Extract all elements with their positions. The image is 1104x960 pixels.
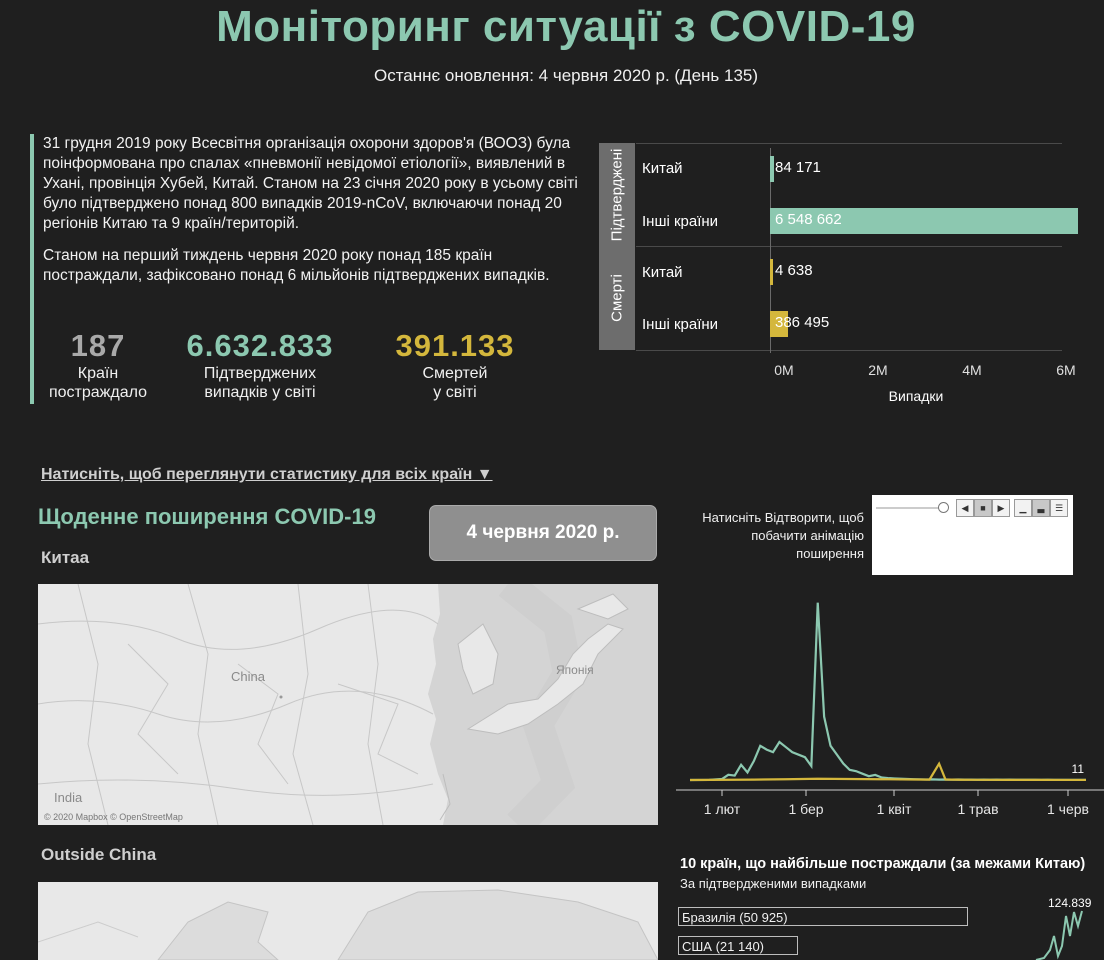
bar-value-label: 4 638 xyxy=(775,262,813,279)
stat-confirmed-label-1: Підтверджених xyxy=(203,365,317,382)
map-attribution: © 2020 Mapbox © OpenStreetMap xyxy=(44,812,183,822)
row-label: Китай xyxy=(642,160,683,177)
world-map-graphic xyxy=(38,882,658,960)
top10-bar[interactable]: США (21 140) xyxy=(678,936,799,955)
x-tick-label: 1 бер xyxy=(788,801,823,817)
x-tick-label: 2M xyxy=(868,362,888,378)
stat-deaths-label-1: Смертей xyxy=(422,365,488,382)
intro-paragraph-2: Станом на перший тиждень червня 2020 рок… xyxy=(43,247,550,284)
top10-subtitle: За підтвердженими випадками xyxy=(680,876,867,891)
group-deaths: Смерті xyxy=(599,246,635,350)
x-tick-label: 1 черв xyxy=(1047,801,1089,817)
intro-text: 31 грудня 2019 року Всесвітня організаці… xyxy=(30,134,583,404)
bar[interactable] xyxy=(770,156,774,182)
row-label: Китай xyxy=(642,264,683,281)
play-icon[interactable]: ▶ xyxy=(992,499,1010,517)
map-label-india: India xyxy=(54,790,83,805)
stats-block: 187 Країн постраждало 6.632.833 Підтверд… xyxy=(30,328,550,408)
sparkline-path xyxy=(1035,910,1083,960)
daily-cases-line-chart: 1 лют 1 бер 1 квіт 1 трав 1 черв 11 xyxy=(676,602,1104,817)
china-section-label: Китаа xyxy=(41,548,90,567)
zero-axis-line xyxy=(770,148,771,353)
bar-value-label: 84 171 xyxy=(775,159,821,176)
last-update-subtitle: Останнє оновлення: 4 червня 2020 р. (Ден… xyxy=(373,66,759,85)
row-separator xyxy=(636,246,1062,247)
top10-sparkline xyxy=(1035,910,1083,960)
timeline-slider[interactable] xyxy=(876,507,946,509)
speed-medium-icon[interactable]: ▃ xyxy=(1032,499,1050,517)
top10-bar[interactable]: Бразилія (50 925) xyxy=(678,907,968,926)
x-tick-label: 0M xyxy=(774,362,794,378)
china-map-graphic: China Японія India © 2020 Mapbox © OpenS… xyxy=(38,584,658,825)
stat-countries-value: 187 xyxy=(70,328,126,363)
intro-paragraph-1: 31 грудня 2019 року Всесвітня організаці… xyxy=(43,135,578,232)
prev-icon[interactable]: ◀ xyxy=(956,499,974,517)
outside-china-label: Outside China xyxy=(41,845,157,864)
stat-confirmed-label-2: випадків у світі xyxy=(204,384,316,401)
x-tick-label: 6M xyxy=(1056,362,1076,378)
bar[interactable] xyxy=(770,208,1078,234)
x-axis-title: Випадки xyxy=(888,388,944,404)
world-map[interactable] xyxy=(38,882,658,960)
all-countries-link[interactable]: Натисніть, щоб переглянути статистику дл… xyxy=(41,466,493,483)
x-tick-label: 4M xyxy=(962,362,982,378)
stat-countries-label-2: постраждало xyxy=(48,384,148,401)
stat-countries-label-1: Країн xyxy=(77,365,119,382)
page-title: Моніторинг ситуації з COVID-19 xyxy=(216,2,916,51)
x-tick-label: 1 трав xyxy=(957,801,998,817)
slider-handle[interactable] xyxy=(938,502,949,513)
stat-deaths: 391.133 Смертей у світі xyxy=(380,328,530,402)
row-separator xyxy=(636,143,1062,144)
stat-countries: 187 Країн постраждало xyxy=(30,328,166,402)
daily-spread-title: Щоденне поширення COVID-19 xyxy=(38,504,376,529)
row-label: Інші країни xyxy=(642,213,719,230)
summary-bar-chart: Підтверджені Смерті Китай Інші країни Ки… xyxy=(598,140,1078,410)
x-tick-label: 1 квіт xyxy=(877,801,912,817)
stat-confirmed: 6.632.833 Підтверджених випадків у світі xyxy=(180,328,340,402)
line-end-label: 11 xyxy=(1072,762,1085,776)
map-label-china: China xyxy=(231,669,266,684)
bar-value-label: 6 548 662 xyxy=(775,211,842,228)
stop-icon[interactable]: ■ xyxy=(974,499,992,517)
bar[interactable] xyxy=(770,259,773,285)
confirmed-line[interactable] xyxy=(689,602,1087,782)
top10-title: 10 країн, що найбільше постраждали (за м… xyxy=(680,856,1086,872)
deaths-line[interactable] xyxy=(689,761,1087,782)
stat-deaths-value: 391.133 xyxy=(395,328,515,363)
x-tick-label: 1 лют xyxy=(704,801,741,817)
stat-confirmed-value: 6.632.833 xyxy=(186,328,334,363)
china-map[interactable]: China Японія India © 2020 Mapbox © OpenS… xyxy=(38,584,658,825)
date-button[interactable]: 4 червня 2020 р. xyxy=(429,505,657,561)
group-deaths-label: Смерті xyxy=(608,274,626,322)
map-label-japan: Японія xyxy=(556,663,594,677)
stat-deaths-label-2: у світі xyxy=(433,384,477,401)
sparkline-value: 124.839 xyxy=(1048,896,1092,910)
animation-player: ◀ ■ ▶ ▁ ▃ ☰ xyxy=(872,495,1073,575)
play-hint: Натисніть Відтворити, щоб побачити аніма… xyxy=(702,510,864,561)
row-separator xyxy=(636,350,1062,351)
speed-slow-icon[interactable]: ▁ xyxy=(1014,499,1032,517)
row-label: Інші країни xyxy=(642,316,719,333)
group-confirmed-label: Підтверджені xyxy=(608,148,626,241)
bar-value-label: 386 495 xyxy=(775,314,830,331)
group-confirmed: Підтверджені xyxy=(599,143,635,246)
speed-fast-icon[interactable]: ☰ xyxy=(1050,499,1068,517)
bar[interactable] xyxy=(770,311,789,337)
